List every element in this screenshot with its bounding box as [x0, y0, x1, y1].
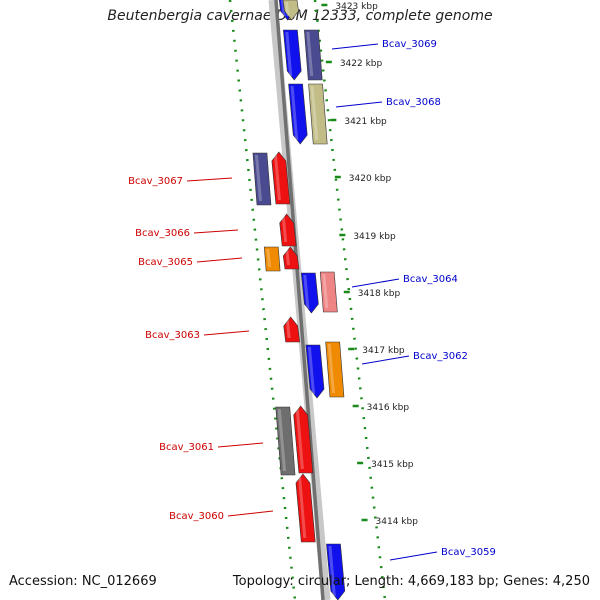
gene-arrow[interactable]: [295, 473, 316, 543]
slot-line: [228, 0, 297, 600]
label-leader-line: [389, 551, 438, 561]
gene-arrow[interactable]: [288, 83, 308, 145]
gene-highlight: [297, 476, 307, 538]
kbp-tick-label: 3421 kbp: [344, 117, 387, 127]
label-leader-line: [351, 278, 400, 288]
gene-block[interactable]: [252, 152, 272, 206]
gene-arrow[interactable]: [271, 151, 291, 205]
gene-block[interactable]: [319, 271, 338, 313]
kbp-tick-label: 3420 kbp: [349, 174, 392, 184]
gene-block[interactable]: [325, 341, 345, 398]
gene-highlight: [327, 344, 335, 393]
gene-arrow[interactable]: [282, 246, 300, 270]
gene-highlight: [285, 32, 293, 76]
gene-highlight: [290, 86, 299, 140]
gene-labels[interactable]: Bcav_3069 Bcav_3068 Bcav_3067 Bcav_3066 Bcav…: [128, 39, 496, 561]
gene-block[interactable]: [308, 83, 328, 145]
label-leader-line: [217, 442, 264, 448]
gene-highlight: [254, 155, 262, 201]
gene-block[interactable]: [263, 246, 281, 272]
slot-line: [313, 0, 387, 600]
label-leader-line: [186, 177, 233, 182]
label-leader-line: [227, 510, 274, 517]
gene-highlight: [322, 274, 329, 308]
genome-summary-text: Topology: circular; Length: 4,669,183 bp…: [232, 574, 590, 589]
gene-highlight: [328, 546, 336, 596]
gene-highlight: [281, 216, 288, 242]
kbp-tick-label: 3419 kbp: [353, 232, 396, 242]
backbone-line: [274, 0, 325, 600]
kbp-tick-label: 3414 kbp: [376, 517, 419, 527]
gene-highlight: [306, 32, 314, 76]
gene-block[interactable]: [275, 406, 296, 476]
gene-highlight: [280, 0, 286, 16]
coding-slot-lines: [228, 0, 387, 600]
kbp-tick-label: 3416 kbp: [367, 403, 410, 413]
gene-label[interactable]: Bcav_3059: [441, 547, 496, 558]
label-leader-line: [203, 330, 250, 336]
gene-label[interactable]: Bcav_3068: [386, 97, 441, 108]
gene-label[interactable]: Bcav_3069: [382, 39, 437, 50]
gene-highlight: [273, 154, 281, 200]
gene-arrow[interactable]: [283, 29, 302, 81]
page-title: Beutenbergia cavernae DSM 12333, complet…: [107, 8, 493, 24]
gene-features[interactable]: [252, 0, 346, 600]
gene-highlight: [266, 249, 272, 267]
gene-label[interactable]: Bcav_3060: [169, 511, 224, 522]
kbp-tick-label: 3415 kbp: [371, 460, 414, 470]
label-leader-line: [335, 101, 383, 108]
gene-highlight: [285, 2, 290, 16]
backbone: [268, 0, 331, 600]
gene-label[interactable]: Bcav_3062: [413, 351, 468, 362]
gene-highlight: [285, 319, 291, 338]
kbp-tick-label: 3418 kbp: [358, 289, 401, 299]
gene-label[interactable]: Bcav_3065: [138, 257, 193, 268]
kbp-tick-label: 3422 kbp: [340, 59, 383, 69]
gene-arrow[interactable]: [293, 405, 314, 474]
gene-highlight: [303, 275, 310, 309]
label-leader-line: [193, 229, 239, 234]
label-leader-line: [331, 43, 379, 50]
gene-arrow[interactable]: [300, 272, 319, 314]
gene-highlight: [310, 86, 319, 140]
gene-highlight: [285, 249, 290, 265]
label-leader-line: [361, 355, 410, 365]
gene-label[interactable]: Bcav_3063: [145, 330, 200, 341]
gene-arrow[interactable]: [305, 344, 325, 399]
accession-text: Accession: NC_012669: [9, 574, 157, 589]
gene-arrow[interactable]: [283, 316, 301, 343]
gene-highlight: [277, 409, 287, 471]
gene-label[interactable]: Bcav_3061: [159, 442, 214, 453]
kbp-tick-label: 3423 kbp: [335, 2, 378, 12]
gene-arrow[interactable]: [282, 0, 299, 21]
gene-block[interactable]: [304, 29, 323, 81]
tick-marks: 3423 kbp 3422 kbp 3421 kbp 3420 kbp 3419 kbp…: [321, 2, 418, 527]
gene-label[interactable]: Bcav_3064: [403, 274, 458, 285]
gene-arrow[interactable]: [326, 543, 346, 600]
gene-highlight: [307, 347, 316, 394]
gene-label[interactable]: Bcav_3066: [135, 228, 190, 239]
gene-arrow[interactable]: [279, 213, 297, 247]
kbp-tick-label: 3417 kbp: [362, 346, 405, 356]
gene-highlight: [295, 408, 304, 469]
label-leader-line: [196, 257, 243, 263]
gene-label[interactable]: Bcav_3067: [128, 176, 183, 187]
